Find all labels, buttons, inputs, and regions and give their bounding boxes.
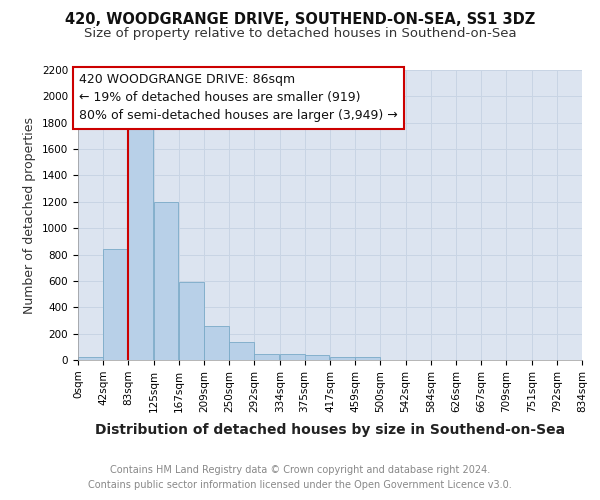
Bar xyxy=(205,326,229,360)
Bar xyxy=(305,356,329,360)
Bar xyxy=(330,356,355,360)
Bar xyxy=(280,354,305,360)
Bar xyxy=(103,248,128,360)
Bar xyxy=(355,358,380,360)
Bar xyxy=(179,282,203,360)
Bar xyxy=(78,356,103,360)
Bar xyxy=(154,202,178,360)
Text: Contains HM Land Registry data © Crown copyright and database right 2024.
Contai: Contains HM Land Registry data © Crown c… xyxy=(88,465,512,490)
Bar xyxy=(128,122,153,360)
Text: Size of property relative to detached houses in Southend-on-Sea: Size of property relative to detached ho… xyxy=(83,28,517,40)
Bar xyxy=(229,342,254,360)
Text: 420 WOODGRANGE DRIVE: 86sqm
← 19% of detached houses are smaller (919)
80% of se: 420 WOODGRANGE DRIVE: 86sqm ← 19% of det… xyxy=(79,74,398,122)
X-axis label: Distribution of detached houses by size in Southend-on-Sea: Distribution of detached houses by size … xyxy=(95,423,565,437)
Bar xyxy=(254,354,279,360)
Y-axis label: Number of detached properties: Number of detached properties xyxy=(23,116,37,314)
Text: 420, WOODGRANGE DRIVE, SOUTHEND-ON-SEA, SS1 3DZ: 420, WOODGRANGE DRIVE, SOUTHEND-ON-SEA, … xyxy=(65,12,535,28)
